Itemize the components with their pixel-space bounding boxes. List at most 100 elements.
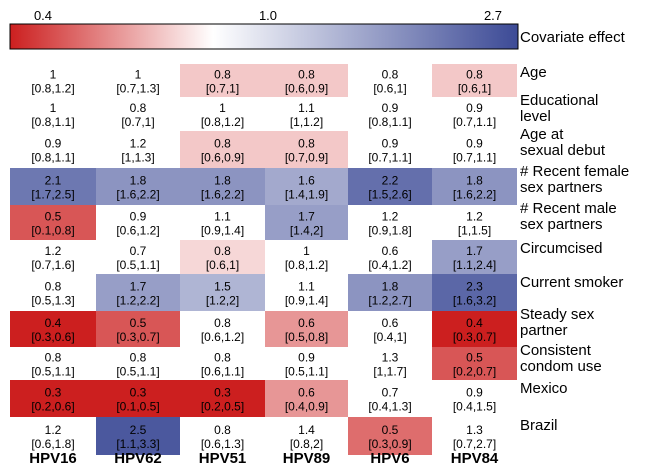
heatmap-cell	[180, 380, 265, 417]
cell-confidence-interval: [0.6,0.9]	[285, 82, 328, 96]
cell-confidence-interval: [0.7,0.9]	[285, 151, 328, 165]
heatmap-cell	[348, 168, 432, 205]
cell-confidence-interval: [0.1,0.8]	[31, 224, 74, 238]
cell-confidence-interval: [0.7,2.7]	[453, 437, 496, 451]
heatmap-cell	[96, 274, 180, 311]
cell-confidence-interval: [1.7,2.5]	[31, 188, 74, 202]
cell-value: 0.8	[214, 137, 231, 151]
cell-confidence-interval: [0.4,1.5]	[453, 400, 496, 414]
cell-value: 1.4	[298, 423, 315, 437]
cell-confidence-interval: [1.2,2]	[206, 294, 239, 308]
row-label: partner	[520, 322, 568, 339]
cell-value: 0.8	[45, 280, 62, 294]
colorbar-gradient	[9, 23, 519, 50]
cell-confidence-interval: [1.1,3.3]	[116, 437, 159, 451]
colorbar-title: Covariate effect	[520, 29, 626, 46]
cell-confidence-interval: [0.2,0.6]	[31, 400, 74, 414]
cell-value: 0.8	[130, 101, 147, 115]
heatmap-cell	[180, 64, 265, 97]
cell-confidence-interval: [0.3,0.9]	[368, 437, 411, 451]
row-label: sex partners	[520, 179, 603, 196]
cell-confidence-interval: [0.9,1.8]	[368, 224, 411, 238]
cell-value: 0.9	[382, 137, 399, 151]
cell-value: 0.8	[214, 244, 231, 258]
cell-value: 0.5	[466, 351, 483, 365]
cell-value: 0.9	[466, 137, 483, 151]
cell-value: 1	[50, 68, 57, 82]
heatmap-cell	[265, 205, 348, 240]
cell-confidence-interval: [0.6,1.2]	[201, 330, 244, 344]
cell-value: 0.8	[382, 68, 399, 82]
cell-value: 2.2	[382, 174, 399, 188]
heatmap-cell	[432, 347, 517, 380]
cell-value: 0.4	[45, 316, 62, 330]
cell-value: 0.9	[466, 386, 483, 400]
cell-value: 2.5	[130, 423, 147, 437]
row-label: Age	[520, 64, 547, 81]
heatmap-cell	[432, 64, 517, 97]
heatmap-cell	[265, 168, 348, 205]
cell-value: 1.2	[130, 137, 147, 151]
column-label: HPV89	[283, 450, 331, 466]
cell-value: 0.8	[466, 68, 483, 82]
cell-value: 1.7	[130, 280, 147, 294]
cell-confidence-interval: [0.2,0.5]	[201, 400, 244, 414]
row-label: Brazil	[520, 417, 558, 434]
heatmap-cell	[348, 417, 432, 455]
heatmap-cell	[180, 168, 265, 205]
cell-confidence-interval: [0.6,1]	[206, 258, 239, 272]
cell-confidence-interval: [0.5,0.8]	[285, 330, 328, 344]
cell-confidence-interval: [1,1.2]	[290, 115, 323, 129]
cell-confidence-interval: [0.8,1.1]	[31, 151, 74, 165]
heatmap-cell	[96, 417, 180, 455]
row-label: Educational	[520, 92, 598, 109]
cell-confidence-interval: [0.7,1.1]	[368, 151, 411, 165]
cell-confidence-interval: [1,1.7]	[373, 365, 406, 379]
cell-confidence-interval: [0.6,1]	[373, 82, 406, 96]
cell-confidence-interval: [0.9,1.4]	[285, 294, 328, 308]
cell-value: 0.6	[298, 316, 315, 330]
cell-value: 0.8	[298, 137, 315, 151]
cell-confidence-interval: [0.7,1.1]	[453, 151, 496, 165]
cell-value: 0.8	[214, 351, 231, 365]
cell-value: 0.3	[214, 386, 231, 400]
cell-value: 1.3	[466, 423, 483, 437]
cell-confidence-interval: [1,1.5]	[458, 224, 491, 238]
cell-value: 1.7	[298, 210, 315, 224]
cell-confidence-interval: [0.8,1.1]	[31, 115, 74, 129]
colorbar-tick-label: 0.4	[34, 8, 52, 23]
cell-value: 1.1	[298, 280, 315, 294]
cell-confidence-interval: [0.4,1.2]	[368, 258, 411, 272]
cell-confidence-interval: [0.5,1.1]	[116, 258, 159, 272]
heatmap-cell	[10, 205, 96, 240]
cell-value: 1.2	[45, 423, 62, 437]
cell-confidence-interval: [0.8,1.2]	[201, 115, 244, 129]
cell-confidence-interval: [0.6,1]	[458, 82, 491, 96]
cell-value: 2.1	[45, 174, 62, 188]
cell-value: 0.3	[130, 386, 147, 400]
cell-confidence-interval: [1.6,2.2]	[116, 188, 159, 202]
cell-value: 0.7	[382, 386, 399, 400]
heatmap-cell	[432, 168, 517, 205]
cell-confidence-interval: [0.6,1.3]	[201, 437, 244, 451]
cell-confidence-interval: [0.6,0.9]	[201, 151, 244, 165]
cell-confidence-interval: [1.1,2.4]	[453, 258, 496, 272]
column-labels: HPV16 HPV62 HPV51 HPV89 HPV6 HPV84	[29, 450, 499, 466]
cell-confidence-interval: [0.5,1.1]	[31, 365, 74, 379]
cell-confidence-interval: [0.2,0.7]	[453, 365, 496, 379]
cell-confidence-interval: [0.5,1.1]	[285, 365, 328, 379]
cell-confidence-interval: [0.3,0.7]	[453, 330, 496, 344]
heatmap-cells: 1[0.8,1.2]1[0.7,1.3]0.8[0.7,1]0.8[0.6,0.…	[10, 64, 517, 455]
cell-value: 1.7	[466, 244, 483, 258]
cell-confidence-interval: [0.8,1.2]	[285, 258, 328, 272]
heatmap-cell	[432, 240, 517, 274]
cell-confidence-interval: [0.7,1.3]	[116, 82, 159, 96]
cell-confidence-interval: [1.6,2.2]	[453, 188, 496, 202]
cell-confidence-interval: [0.6,1.8]	[31, 437, 74, 451]
cell-confidence-interval: [0.7,1]	[206, 82, 239, 96]
row-label: Steady sex	[520, 306, 595, 323]
cell-value: 0.9	[45, 137, 62, 151]
cell-confidence-interval: [0.4,0.9]	[285, 400, 328, 414]
cell-value: 2.3	[466, 280, 483, 294]
